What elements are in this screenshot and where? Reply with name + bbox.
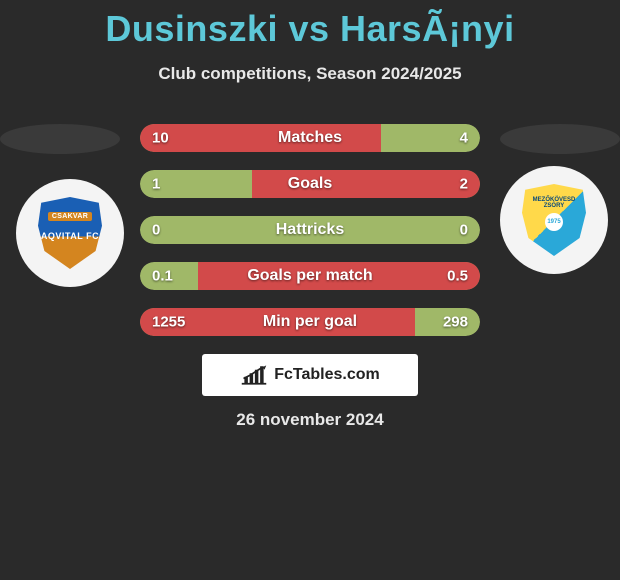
page-title: Dusinszki vs HarsÃ¡nyi [0, 0, 620, 50]
stat-row: 1 2 Goals [140, 170, 480, 198]
crest-left: CSAKVAR AQVITAL FC [16, 179, 124, 287]
bar-fill-right [252, 170, 480, 198]
stat-rows: 10 4 Matches 1 2 Goals 0 0 Hattricks 0.1 0.5 Goals … [140, 124, 480, 354]
stat-row: 0.1 0.5 Goals per match [140, 262, 480, 290]
branding-box: FcTables.com [202, 354, 418, 396]
crest-right-year: 1975 [545, 213, 563, 231]
stat-label: Hattricks [276, 221, 344, 239]
stat-label: Goals [288, 175, 332, 193]
crest-right: MEZŐKÖVESD ZSÓRY 1975 [500, 166, 608, 274]
ellipse-right [500, 124, 620, 154]
branding-text: FcTables.com [274, 366, 380, 384]
stat-value-right: 0.5 [447, 268, 468, 285]
shield-left-icon: CSAKVAR AQVITAL FC [38, 197, 102, 269]
stat-value-right: 298 [443, 314, 468, 331]
stat-label: Matches [278, 129, 342, 147]
date-label: 26 november 2024 [0, 410, 620, 430]
stat-label: Goals per match [247, 267, 372, 285]
crest-right-small-label: MEZŐKÖVESD ZSÓRY [522, 197, 586, 209]
stat-row: 0 0 Hattricks [140, 216, 480, 244]
stat-label: Min per goal [263, 313, 357, 331]
crest-left-big-label: AQVITAL FC [41, 231, 99, 241]
stat-row: 1255 298 Min per goal [140, 308, 480, 336]
stat-value-right: 2 [460, 176, 468, 193]
stat-value-left: 10 [152, 130, 169, 147]
stat-value-left: 0.1 [152, 268, 173, 285]
crest-left-small-label: CSAKVAR [48, 212, 92, 221]
shield-right-icon: MEZŐKÖVESD ZSÓRY 1975 [522, 184, 586, 256]
chart-icon [240, 364, 268, 386]
stat-value-right: 0 [460, 222, 468, 239]
stat-row: 10 4 Matches [140, 124, 480, 152]
stat-value-left: 0 [152, 222, 160, 239]
stat-value-left: 1255 [152, 314, 185, 331]
bar-fill-left [140, 124, 381, 152]
subtitle: Club competitions, Season 2024/2025 [0, 64, 620, 84]
stat-value-right: 4 [460, 130, 468, 147]
stat-value-left: 1 [152, 176, 160, 193]
ellipse-left [0, 124, 120, 154]
